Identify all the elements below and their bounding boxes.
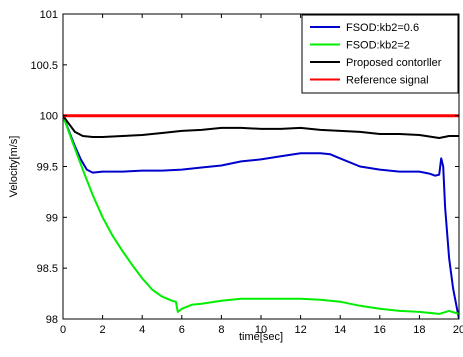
x-tick-label: 6 bbox=[179, 324, 185, 336]
x-tick-label: 0 bbox=[60, 324, 66, 336]
x-tick-label: 16 bbox=[374, 324, 386, 336]
x-axis-label: time[sec] bbox=[239, 331, 283, 343]
y-tick-label: 100 bbox=[40, 111, 58, 123]
legend: FSOD:kb2=0.6 FSOD:kb2=2 Proposed contorlle… bbox=[301, 14, 459, 94]
x-tick-label: 8 bbox=[218, 324, 224, 336]
y-tick-label: 101 bbox=[40, 9, 58, 21]
x-tick-label: 20 bbox=[453, 324, 463, 336]
x-tick-label: 2 bbox=[100, 324, 106, 336]
x-tick-label: 18 bbox=[413, 324, 425, 336]
series-layer bbox=[63, 114, 459, 319]
legend-label-3: Reference signal bbox=[346, 75, 429, 87]
y-tick-label: 99 bbox=[46, 212, 58, 224]
x-tick-label: 12 bbox=[294, 324, 306, 336]
legend-label-1: FSOD:kb2=2 bbox=[346, 40, 410, 52]
y-tick-label: 98.5 bbox=[37, 263, 58, 275]
legend-label-0: FSOD:kb2=0.6 bbox=[346, 22, 419, 34]
y-tick-label: 98 bbox=[46, 314, 58, 326]
y-axis-label: Velocity[m/s] bbox=[8, 136, 20, 198]
x-tick-label: 4 bbox=[139, 324, 145, 336]
series-line-2 bbox=[63, 115, 459, 139]
y-tick-label: 100.5 bbox=[30, 60, 58, 72]
series-line-1 bbox=[63, 115, 459, 315]
legend-label-2: Proposed contorller bbox=[346, 57, 442, 69]
y-tick-label: 99.5 bbox=[37, 162, 58, 174]
series-line-0 bbox=[63, 115, 459, 319]
x-tick-label: 10 bbox=[255, 324, 267, 336]
x-tick-label: 14 bbox=[334, 324, 346, 336]
